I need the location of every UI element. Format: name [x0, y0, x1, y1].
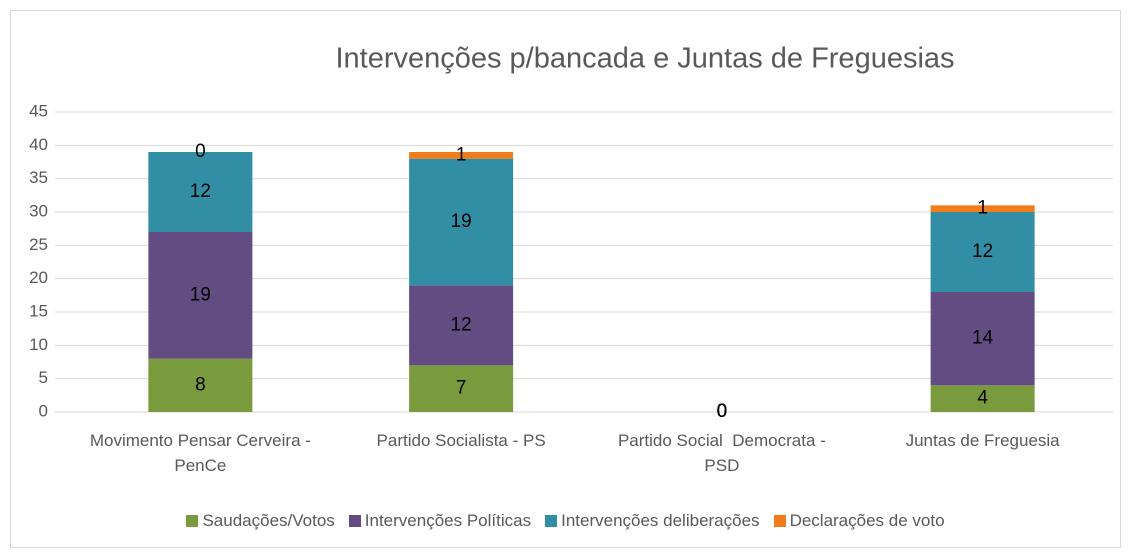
y-tick-label: 35 — [29, 168, 48, 187]
bar-segment — [930, 205, 1035, 212]
y-tick-label: 25 — [29, 235, 48, 254]
x-tick-label: Movimento Pensar Cerveira - PenCe — [89, 431, 316, 475]
y-tick-label: 5 — [39, 368, 48, 387]
chart-title: Intervenções p/bancada e Juntas de Fregu… — [335, 43, 954, 75]
data-label: 12 — [451, 314, 472, 335]
data-label: 19 — [451, 211, 472, 232]
bar-segment — [409, 285, 514, 366]
data-label: 1 — [977, 198, 988, 219]
data-label: 19 — [190, 284, 211, 305]
data-label: 8 — [195, 374, 206, 395]
bar-segment — [148, 358, 253, 412]
legend-swatch — [348, 515, 361, 527]
data-label: 12 — [972, 241, 993, 262]
bar-segment — [148, 152, 253, 232]
bar-segment — [930, 212, 1035, 292]
data-label: 12 — [190, 181, 211, 202]
legend-label: Declarações de voto — [789, 511, 945, 530]
y-tick-label: 10 — [29, 335, 48, 354]
bar-segment — [409, 365, 514, 412]
data-label: 0 — [717, 401, 728, 422]
y-tick-label: 45 — [29, 101, 48, 120]
legend-swatch — [545, 515, 558, 527]
data-label: 1 — [456, 144, 467, 165]
data-label: 0 — [717, 401, 728, 422]
y-tick-label: 0 — [39, 401, 48, 420]
data-label: 4 — [977, 388, 988, 409]
data-label: 7 — [456, 378, 467, 399]
x-tick-label: Partido Social Democrata - PSD — [617, 431, 831, 475]
data-label: 0 — [717, 401, 728, 422]
y-tick-label: 15 — [29, 301, 48, 320]
bar-segment — [148, 232, 253, 359]
bar-segment — [409, 158, 514, 286]
legend-swatch — [773, 515, 786, 527]
legend-item: Intervenções Políticas — [348, 511, 532, 531]
legend-label: Intervenções Políticas — [364, 511, 532, 530]
legend-item: Saudações/Votos — [186, 511, 335, 531]
data-label: 0 — [195, 141, 206, 162]
legend-label: Saudações/Votos — [202, 511, 335, 530]
legend-swatch — [186, 515, 199, 527]
data-label: 14 — [972, 328, 994, 349]
x-tick-label: Juntas de Freguesia — [905, 431, 1060, 450]
bar-segment — [930, 385, 1035, 412]
legend-label: Intervenções deliberações — [561, 511, 760, 530]
bar-segment — [409, 152, 514, 159]
legend-item: Intervenções deliberações — [545, 511, 760, 531]
legend-item: Declarações de voto — [773, 511, 945, 531]
y-tick-label: 30 — [29, 201, 48, 220]
y-tick-label: 20 — [29, 268, 48, 287]
bar-segment — [930, 292, 1035, 386]
x-tick-label: Partido Socialista - PS — [376, 431, 546, 450]
legend: Saudações/Votos Intervenções Políticas Int… — [0, 511, 1131, 531]
data-label: 0 — [717, 401, 728, 422]
y-tick-label: 40 — [29, 135, 48, 154]
